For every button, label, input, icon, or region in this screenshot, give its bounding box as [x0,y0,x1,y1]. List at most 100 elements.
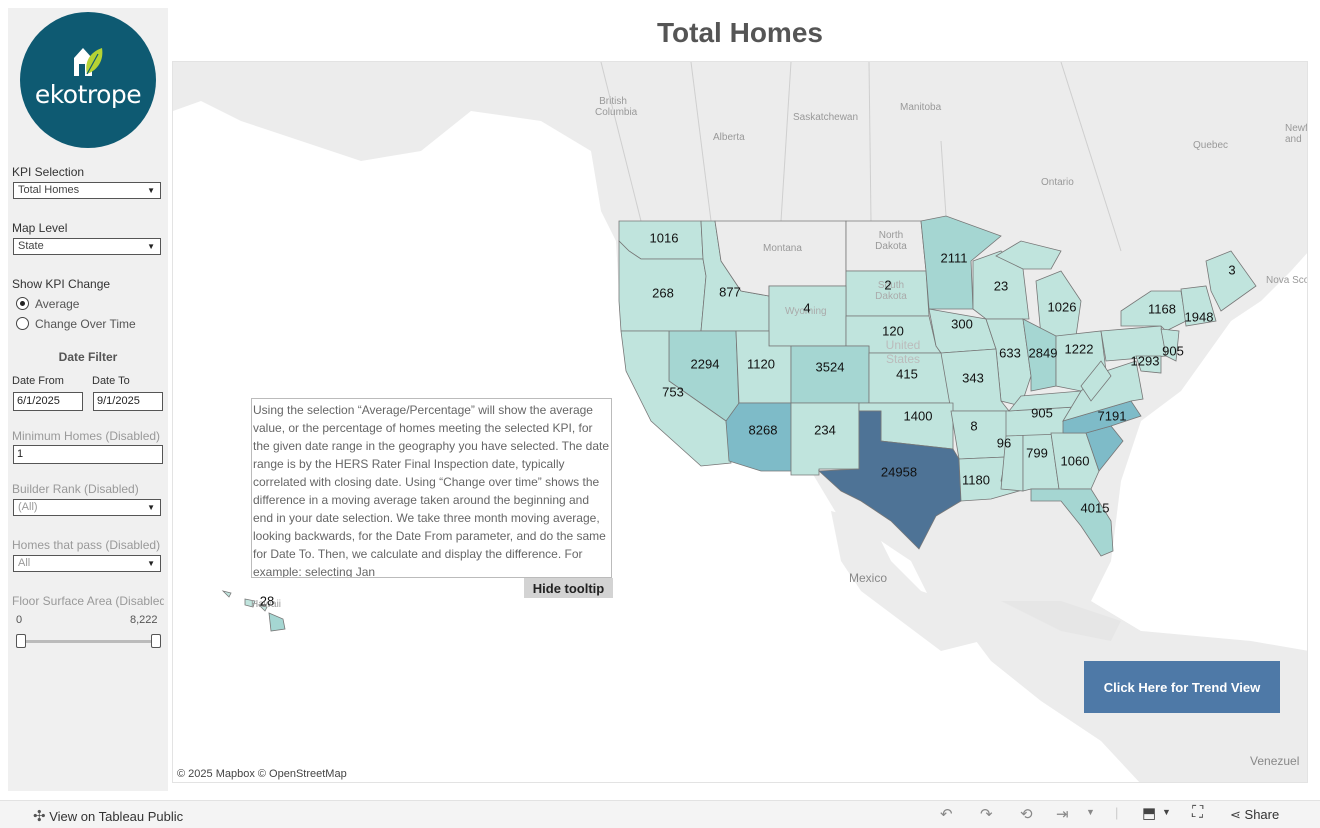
redo-icon[interactable]: ↷ [980,806,993,823]
map-label-mexico: Mexico [849,571,888,585]
tableau-logo-icon: ✣ [33,808,46,825]
state-value-ut[interactable]: 1120 [747,356,775,372]
state-value-mi[interactable]: 1026 [1047,299,1077,315]
state-value-nm[interactable]: 234 [814,422,836,438]
state-value-tx[interactable]: 24958 [880,464,918,480]
kpi-selection-dropdown[interactable]: Total Homes ▼ [13,182,161,199]
state-value-ar[interactable]: 8 [970,418,978,434]
fullscreen-icon[interactable]: ⛶ [1192,804,1204,821]
state-value-me[interactable]: 3 [1228,262,1236,278]
toolbar-divider: | [1115,805,1119,820]
download-icon[interactable]: ⬒ [1142,805,1157,822]
chevron-down-icon[interactable]: ▼ [1086,807,1095,817]
undo-icon[interactable]: ↶ [940,806,953,823]
revert-icon[interactable]: ⟲ [1020,806,1033,823]
floor-area-max: 8,222 [130,614,158,626]
builder-rank-dropdown[interactable]: (All) ▼ [13,499,161,516]
trend-view-button[interactable]: Click Here for Trend View [1084,661,1280,713]
date-from-input[interactable]: 6/1/2025 [13,392,83,411]
kpi-selection-value: Total Homes [18,184,80,196]
state-value-nv[interactable]: 2294 [690,356,720,372]
tableau-toolbar: ✣ View on Tableau Public ↶ ↷ ⟲ ⇥ ▼ | ⬒ ▼… [0,800,1320,828]
map-label-wyoming: Wyoming [785,306,827,317]
state-value-az[interactable]: 8268 [748,422,778,438]
south-america-land [1141,701,1307,782]
filter-panel: ekotrope KPI Selection Total Homes ▼ Map… [8,8,168,791]
state-value-la[interactable]: 1180 [962,472,990,488]
map-label-venezuela: Venezuel [1250,754,1300,768]
state-value-ne[interactable]: 120 [882,323,904,339]
mexico-land [831,511,991,651]
state-value-mo[interactable]: 343 [962,370,984,386]
state-value-ga[interactable]: 1060 [1060,453,1090,469]
state-value-ma[interactable]: 1948 [1184,309,1214,325]
hide-tooltip-button[interactable]: Hide tooltip [524,578,613,598]
map-label-quebec: Quebec [1193,140,1229,151]
state-value-oh[interactable]: 1222 [1064,341,1094,357]
state-value-id[interactable]: 877 [719,284,741,300]
radio-change-over-time[interactable]: Change Over Time [16,317,136,331]
caribbean-land [1001,601,1121,641]
state-value-or[interactable]: 268 [652,285,674,301]
house-leaf-icon [74,48,103,76]
state-value-ca[interactable]: 753 [662,384,684,400]
map-label-newfoundland: Newf and [1285,123,1308,145]
map-label-british-columbia: British Columbia [595,96,638,118]
map-view[interactable]: British Columbia Alberta Saskatchewan Ma… [172,61,1308,783]
chevron-down-icon: ▼ [147,503,155,512]
state-value-wi[interactable]: 23 [993,278,1009,294]
chevron-down-icon: ▼ [147,186,155,195]
show-kpi-change-label: Show KPI Change [12,277,111,291]
ekotrope-logo: ekotrope [20,12,156,148]
view-on-tableau-public-link[interactable]: ✣ View on Tableau Public [33,807,183,825]
state-value-pa[interactable]: 1293 [1130,353,1160,369]
map-label-north-dakota: North Dakota [875,230,907,252]
logo-wordmark: ekotrope [34,80,142,109]
homes-that-pass-value: All [18,557,31,569]
date-from-label: Date From [12,375,64,387]
state-value-il[interactable]: 633 [999,345,1021,361]
state-value-co[interactable]: 3524 [815,359,845,375]
map-label-united-states: United States [885,338,921,366]
state-value-ny[interactable]: 1168 [1148,301,1176,317]
state-value-wa[interactable]: 1016 [649,230,679,246]
state-value-nd[interactable]: 2 [884,277,892,293]
state-value-wy[interactable]: 4 [803,300,811,316]
state-value-nj[interactable]: 905 [1162,343,1184,359]
homes-that-pass-dropdown[interactable]: All ▼ [13,555,161,572]
state-value-ks[interactable]: 415 [896,366,918,382]
map-attribution[interactable]: © 2025 Mapbox © OpenStreetMap [177,768,347,780]
state-value-nc[interactable]: 7191 [1097,408,1127,424]
state-value-ms[interactable]: 96 [996,435,1012,451]
map-label-saskatchewan: Saskatchewan [793,112,859,123]
share-button[interactable]: ⋖ Share [1230,807,1279,823]
minimum-homes-label: Minimum Homes (Disabled) [12,429,161,443]
view-on-tableau-label: View on Tableau Public [49,809,184,824]
state-value-fl[interactable]: 4015 [1080,500,1110,516]
map-level-value: State [18,240,44,252]
map-level-dropdown[interactable]: State ▼ [13,238,161,255]
date-to-input[interactable]: 9/1/2025 [93,392,163,411]
floor-area-slider[interactable] [20,640,156,643]
chevron-down-icon: ▼ [147,242,155,251]
minimum-homes-input[interactable]: 1 [13,445,163,464]
map-label-hawaii: Hawaii [251,599,282,610]
state-value-ok[interactable]: 1400 [903,408,933,424]
radio-average[interactable]: Average [16,297,79,311]
chevron-down-icon[interactable]: ▼ [1162,807,1171,817]
state-value-al[interactable]: 799 [1026,445,1048,461]
radio-selected-icon [16,297,29,310]
slider-max-handle[interactable] [151,634,161,648]
state-value-hi[interactable]: 28 [259,593,275,609]
state-value-tn[interactable]: 905 [1031,405,1053,421]
refresh-icon[interactable]: ⇥ [1056,806,1069,823]
state-value-ia[interactable]: 300 [951,316,973,332]
homes-that-pass-label: Homes that pass (Disabled) [12,538,161,552]
state-value-mn[interactable]: 2111 [940,250,968,266]
share-label: Share [1244,807,1280,822]
slider-min-handle[interactable] [16,634,26,648]
radio-unselected-icon [16,317,29,330]
kpi-selection-label: KPI Selection [12,165,85,179]
share-icon: ⋖ [1230,807,1241,822]
state-value-in[interactable]: 2849 [1028,345,1058,361]
